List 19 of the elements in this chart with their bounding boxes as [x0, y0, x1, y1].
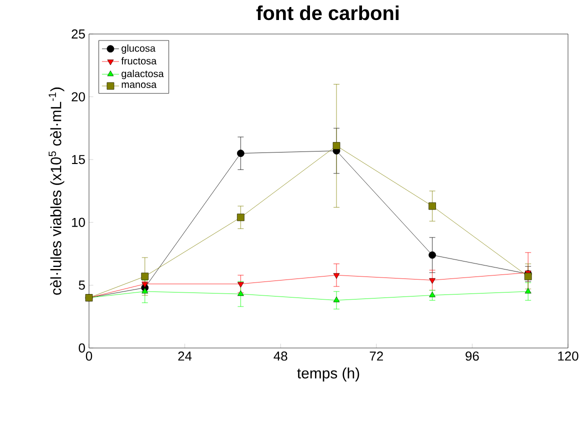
x-tick-label: 24 — [178, 352, 192, 361]
x-tick-label: 0 — [86, 352, 92, 361]
x-axis-title: temps (h) — [297, 368, 360, 382]
y-tick-label: 25 — [72, 29, 85, 39]
legend-label: fructosa — [121, 57, 157, 64]
x-tick-label: 48 — [274, 352, 288, 361]
y-tick-label: 20 — [72, 92, 85, 102]
y-tick-label: 0 — [78, 343, 85, 353]
y-tick-label: 15 — [72, 155, 85, 164]
chart-title: font de carboni — [256, 6, 399, 20]
x-tick-label: 120 — [558, 352, 578, 361]
legend-label: galactosa — [122, 70, 164, 80]
y-axis-title: cèl·lules viables (x10$^{5}$ cèl·mL$^{-1}$) — [48, 88, 64, 295]
legend-label: manosa — [122, 82, 157, 88]
legend-label: glucosa — [122, 44, 156, 54]
x-tick-label: 96 — [466, 352, 479, 361]
y-tick-label: 5 — [78, 280, 85, 290]
x-tick-label: 72 — [370, 352, 383, 361]
y-tick-label: 10 — [72, 218, 85, 227]
